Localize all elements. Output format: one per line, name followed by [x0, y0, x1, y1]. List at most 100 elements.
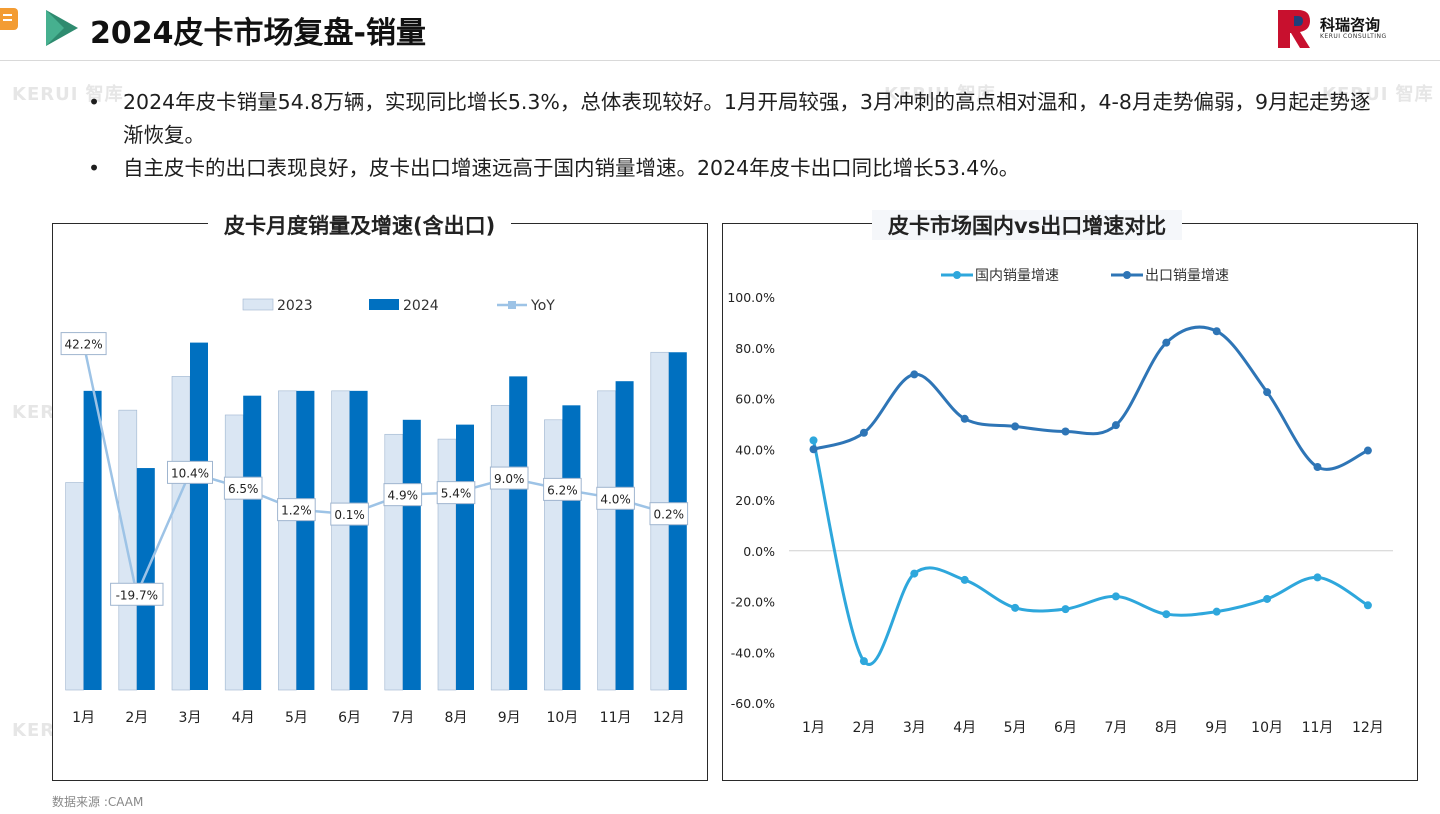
domestic-growth-point — [1111, 592, 1120, 601]
x-tick-label: 8月 — [1155, 720, 1178, 736]
logo-subtext: KERUI CONSULTING — [1320, 33, 1387, 40]
yoy-data-label: 4.9% — [388, 489, 419, 503]
bar-2023 — [384, 433, 404, 691]
y-tick-label: 80.0% — [735, 341, 775, 356]
yoy-data-label: 6.5% — [228, 482, 259, 496]
legend-domestic-label: 国内销量增速 — [975, 268, 1059, 284]
export-growth-point — [960, 414, 969, 423]
legend-export-marker — [1123, 271, 1131, 279]
domestic-growth-point — [1212, 607, 1221, 616]
bar-2024 — [136, 468, 155, 690]
x-tick-label: 3月 — [903, 720, 926, 736]
data-source-note: 数据来源 :CAAM — [52, 795, 144, 809]
y-tick-label: -40.0% — [731, 645, 775, 660]
yoy-data-label-box — [383, 483, 423, 507]
x-tick-label: 9月 — [498, 710, 521, 726]
bar-2024 — [190, 342, 208, 690]
bar-2024 — [456, 424, 474, 690]
summary-bullets: • 2024年皮卡销量54.8万辆，实现同比增长5.3%，总体表现较好。1月开局… — [88, 86, 1388, 185]
export-growth-point — [1263, 388, 1272, 397]
x-tick-label: 2月 — [852, 720, 875, 736]
yoy-data-label: 42.2% — [65, 338, 103, 352]
export-growth-point — [1011, 422, 1020, 431]
x-tick-label: 4月 — [232, 710, 255, 726]
yoy-data-label-box — [489, 466, 529, 490]
x-tick-label: 10月 — [1251, 720, 1283, 736]
domestic-growth-point — [1313, 573, 1322, 582]
export-growth-point — [1212, 327, 1221, 336]
monthly-sales-chart: 1月 2月 3月 4月 5月 6月 7月 8月 9月 10月 11月 12月 42.2% -19.7% 10… — [60, 298, 689, 726]
x-tick-label: 12月 — [1352, 720, 1384, 736]
bar-2023 — [65, 482, 84, 691]
bullet-item: • 2024年皮卡销量54.8万辆，实现同比增长5.3%，总体表现较好。1月开局… — [88, 86, 1388, 152]
bullet-text: 自主皮卡的出口表现良好，皮卡出口增速远高于国内销量增速。2024年皮卡出口同比增… — [123, 156, 1020, 180]
x-tick-label: 5月 — [1004, 720, 1027, 736]
kerui-logo-icon — [1276, 8, 1312, 50]
y-tick-label: 60.0% — [735, 392, 775, 407]
bar-2023 — [224, 414, 244, 691]
bar-2024 — [349, 390, 368, 690]
y-tick-label: 20.0% — [735, 493, 775, 508]
yoy-data-label-box — [330, 502, 369, 526]
yoy-data-label-box — [167, 460, 213, 484]
yoy-data-label: 10.4% — [171, 466, 209, 480]
page-title: 2024皮卡市场复盘-销量 — [90, 16, 426, 51]
domestic-growth-point — [859, 657, 868, 666]
x-tick-label: 11月 — [600, 710, 632, 726]
bullet-marker: • — [88, 156, 101, 180]
legend-2024-swatch — [369, 299, 399, 310]
yoy-data-label-box — [277, 498, 316, 522]
export-growth-point — [809, 445, 818, 454]
growth-comparison-chart: 100.0% 80.0% 60.0% 40.0% 20.0% 0.0% -20.0% -40.… — [727, 268, 1393, 736]
export-growth-point — [910, 370, 919, 379]
legend-2023-swatch — [242, 298, 274, 311]
monthly-sales-chart-panel: 1月 2月 3月 4月 5月 6月 7月 8月 9月 10月 11月 12月 42.2% -19.7% 10… — [52, 223, 708, 781]
domestic-growth-point — [1162, 610, 1171, 619]
x-tick-label: 12月 — [653, 710, 685, 726]
x-tick-label: 7月 — [391, 710, 414, 726]
yoy-data-label-box — [436, 481, 476, 505]
export-growth-point — [859, 428, 868, 437]
domestic-growth-point — [1061, 605, 1070, 614]
legend-2023-label: 2023 — [277, 298, 313, 314]
comment-icon[interactable] — [0, 8, 18, 30]
yoy-data-label-box — [223, 476, 263, 500]
play-triangle-inner-icon — [46, 10, 64, 46]
x-tick-label: 1月 — [72, 710, 95, 726]
yoy-data-label-box — [110, 582, 164, 606]
bullet-marker: • — [88, 90, 101, 114]
bar-2024 — [509, 376, 528, 690]
bar-2024 — [615, 381, 634, 690]
legend-yoy-marker — [508, 301, 516, 309]
bar-2023 — [544, 419, 563, 691]
x-tick-label: 5月 — [285, 710, 308, 726]
yoy-data-label: 9.0% — [494, 472, 525, 486]
bar-2024 — [296, 390, 315, 690]
export-growth-point — [1061, 427, 1070, 436]
y-tick-label: 0.0% — [743, 544, 775, 559]
x-tick-label: 2月 — [125, 710, 148, 726]
y-tick-label: -20.0% — [731, 595, 775, 610]
domestic-growth-point — [960, 575, 969, 584]
bar-2023 — [331, 390, 350, 691]
legend-2024-label: 2024 — [403, 298, 439, 314]
bar-2023 — [597, 390, 616, 691]
bar-2023 — [437, 438, 457, 691]
bar-2023 — [171, 376, 191, 691]
logo-text: 科瑞咨询 — [1320, 16, 1381, 34]
y-tick-label: 40.0% — [735, 442, 775, 457]
x-tick-label: 6月 — [1054, 720, 1077, 736]
yoy-data-label-box — [596, 486, 635, 510]
domestic-growth-point — [1263, 594, 1272, 603]
export-growth-line — [813, 325, 1369, 471]
x-tick-label: 8月 — [445, 710, 468, 726]
bar-2023 — [278, 390, 297, 691]
x-tick-label: 9月 — [1205, 720, 1228, 736]
x-tick-label: 1月 — [802, 720, 825, 736]
header-bar — [0, 0, 1440, 61]
x-tick-label: 7月 — [1104, 720, 1127, 736]
domestic-growth-point — [1363, 601, 1372, 610]
growth-comparison-chart-panel: 100.0% 80.0% 60.0% 40.0% 20.0% 0.0% -20.0% -40.… — [722, 223, 1418, 781]
bar-2024 — [243, 395, 262, 690]
yoy-data-label-box — [649, 502, 689, 526]
